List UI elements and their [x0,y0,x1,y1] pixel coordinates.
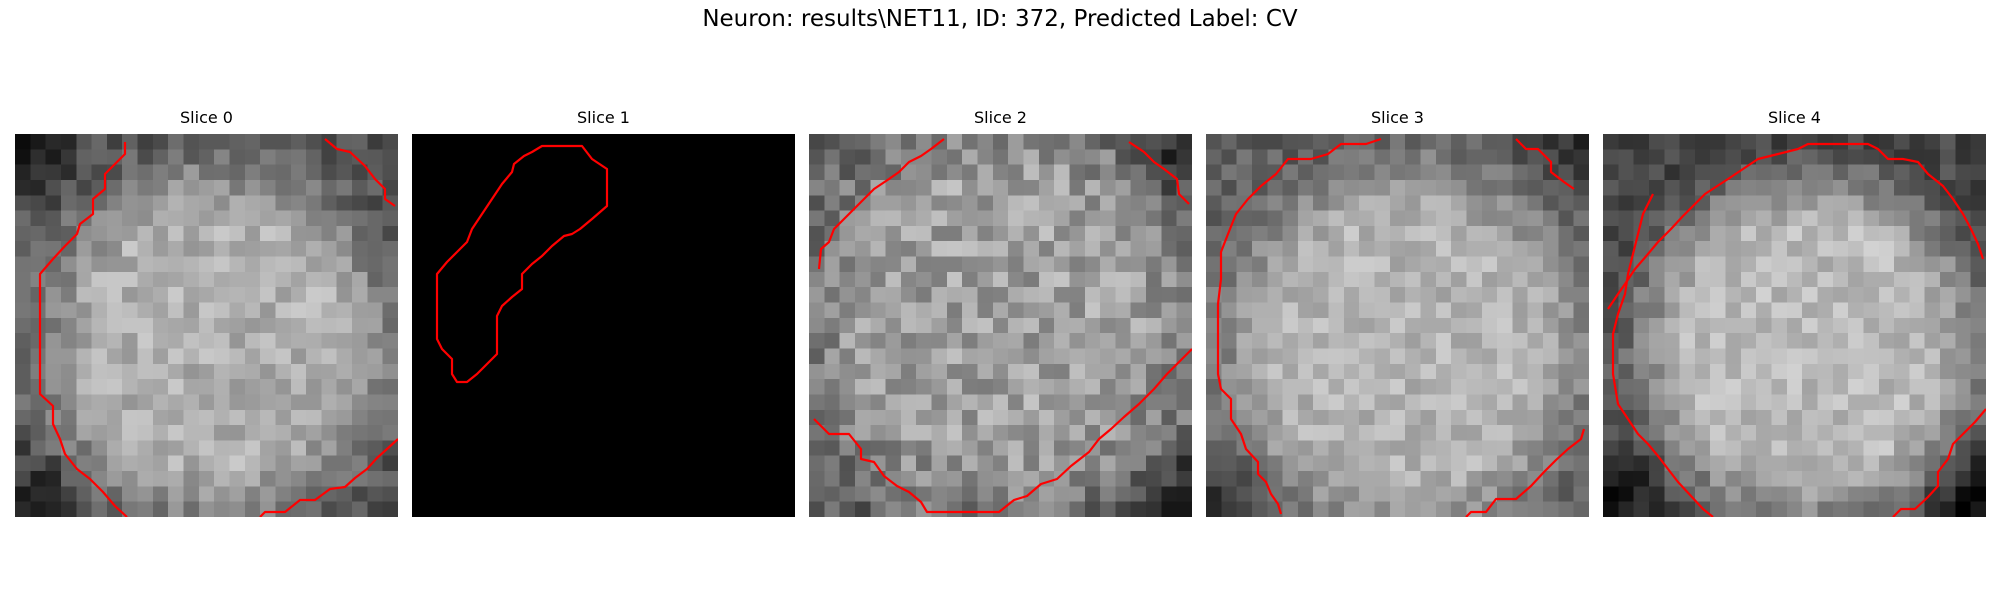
grayscale-pixel-grid [15,134,398,517]
grayscale-pixel-grid [809,134,1192,517]
slice-image-0 [15,134,398,517]
slice-title-2: Slice 2 [974,108,1027,127]
slice-title-1: Slice 1 [577,108,630,127]
slice-title-4: Slice 4 [1768,108,1821,127]
slice-title-3: Slice 3 [1371,108,1424,127]
segmentation-contour-line [813,348,1192,514]
segmentation-contour-line [1611,193,1714,517]
segmentation-contour-line [817,138,945,270]
segmentation-contour-line [1216,137,1382,515]
segmentation-contour-line [1128,141,1190,205]
slice-image-4 [1603,134,1986,517]
black-slice-background [412,134,795,517]
segmentation-contour-line [435,144,609,384]
grayscale-pixel-grid [1206,134,1589,517]
figure-title: Neuron: results\NET11, ID: 372, Predicte… [702,6,1298,32]
slice-title-0: Slice 0 [180,108,233,127]
segmentation-contour-line [1465,428,1586,517]
segmentation-contour-line [38,142,128,517]
segmentation-contour-line [324,138,396,207]
segmentation-contour-line [1607,142,1985,310]
grayscale-pixel-grid [1603,134,1986,517]
slice-image-3 [1206,134,1589,517]
segmentation-contour-line [1515,138,1575,190]
slice-image-1 [412,134,795,517]
segmentation-contour-line [1892,408,1986,517]
segmentation-contour-line [259,438,398,517]
slice-image-2 [809,134,1192,517]
